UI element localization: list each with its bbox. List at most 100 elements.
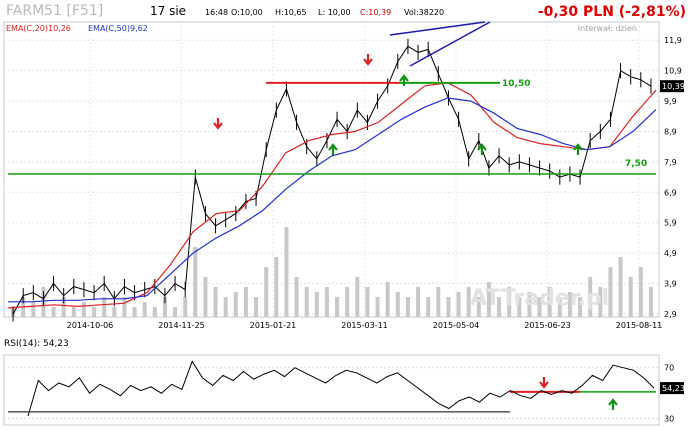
- y-tick-label: 7,9: [664, 158, 677, 167]
- volume-bar: [375, 297, 380, 317]
- rsi-current-box: [660, 382, 684, 395]
- volume-bar: [173, 307, 178, 317]
- x-tick-label: 2015-08-11: [616, 321, 663, 330]
- volume-bar: [122, 297, 127, 317]
- rsi-tick-label: 30: [664, 415, 674, 424]
- upper-trendline: [389, 21, 486, 36]
- time-label: 16:48: [205, 8, 228, 17]
- x-axis: 2014-10-06 2014-11-25 2015-01-21 2015-03-11…: [67, 321, 663, 330]
- volume-bar: [71, 307, 76, 317]
- rsi-current-label: 54,23: [662, 384, 685, 393]
- y-tick-label: 8,9: [664, 127, 677, 136]
- volume-bar: [405, 297, 410, 317]
- rsi-panel-frame: [3, 354, 660, 426]
- volume-bar: [243, 287, 248, 317]
- ema50-legend: EMA(C,50)9,62: [88, 24, 148, 33]
- annotations: 10,50 7,50: [8, 21, 656, 175]
- x-tick-label: 2015-03-11: [341, 321, 388, 330]
- x-tick-label: 2015-05-04: [433, 321, 480, 330]
- x-tick-label: 2014-10-06: [67, 321, 114, 330]
- volume-bar: [547, 287, 552, 317]
- volume-bar: [223, 297, 228, 317]
- y-tick-label: 6,9: [664, 188, 677, 197]
- volume-bar: [102, 297, 107, 317]
- volume-bar: [112, 307, 117, 317]
- ema50-line: [8, 97, 657, 303]
- volume-bar: [233, 292, 238, 317]
- volume-bar: [486, 282, 491, 317]
- volume-bar: [264, 267, 269, 317]
- rsi-line: [27, 360, 655, 417]
- volume-bar: [456, 292, 461, 317]
- volume-bar: [213, 287, 218, 317]
- watermark: ATTrader.pl: [470, 286, 609, 311]
- price-line: [12, 45, 652, 315]
- low-label: L: 10,00: [318, 8, 351, 17]
- volume-bar: [284, 227, 289, 317]
- volume-bar: [578, 297, 583, 317]
- buy-arrow-icon: [477, 143, 487, 155]
- rsi-tick-label: 70: [664, 364, 674, 373]
- volume-bar: [517, 297, 522, 317]
- high-label: H:10,65: [275, 8, 307, 17]
- volume-bar: [385, 282, 390, 317]
- volume-bar: [294, 277, 299, 317]
- volume-bar: [507, 287, 512, 317]
- y-tick-label: 10,9: [664, 67, 682, 76]
- volume-bar: [537, 297, 542, 317]
- volume-bar: [304, 287, 309, 317]
- price-lines: [7, 38, 657, 322]
- volume-bar: [355, 277, 360, 317]
- price-panel-frame: [3, 21, 660, 318]
- buy-arrow-icon: [399, 74, 409, 86]
- volume-bar: [324, 287, 329, 317]
- y-tick-label: 2,9: [664, 310, 677, 319]
- volume-bar: [142, 302, 147, 317]
- y-tick-label: 3,9: [664, 280, 677, 289]
- volume-bar: [628, 277, 633, 317]
- volume-bar: [567, 292, 572, 317]
- volume-bar: [527, 292, 532, 317]
- volume-label: Vol:38220: [404, 8, 444, 17]
- volume-bar: [314, 292, 319, 317]
- ticker-label: FARM51 [F51]: [6, 3, 103, 19]
- current-price-label: 10,39: [662, 82, 685, 91]
- volume-bar: [254, 297, 259, 317]
- volume-bar: [335, 297, 340, 317]
- volume-bar: [183, 297, 188, 317]
- volume-bar: [274, 257, 279, 317]
- x-tick-label: 2015-01-21: [250, 321, 297, 330]
- close-label: C:10,39: [360, 8, 391, 17]
- buy-arrow-icon: [328, 143, 338, 155]
- volume-bar: [608, 267, 613, 317]
- y-tick-label: 9,9: [664, 97, 677, 106]
- volume-bar: [81, 302, 86, 317]
- volume-bar: [345, 287, 350, 317]
- sell-arrow-icon: [363, 54, 373, 66]
- interval-label: Interwał: dzień: [578, 24, 637, 33]
- volume-bar: [51, 307, 56, 317]
- volume-bar: [395, 292, 400, 317]
- resistance-label: 10,50: [502, 79, 530, 89]
- volume-bar: [446, 297, 451, 317]
- rsi-lines: [8, 360, 656, 417]
- y-axis: 2,9 3,9 4,9 5,9 6,9 7,9 8,9 9,9 10,9 11,9 10,39: [660, 36, 685, 319]
- current-price-box: [660, 80, 684, 93]
- volume-bar: [426, 297, 431, 317]
- volume-bar: [618, 257, 623, 317]
- sell-arrow-icon: [213, 118, 223, 130]
- rsi-grid: [4, 367, 659, 420]
- rsi-buy-arrow-icon: [608, 398, 618, 410]
- ema20-legend: EMA(C,20)10,26: [6, 24, 71, 33]
- volume-bar: [598, 287, 603, 317]
- volume-bar: [466, 287, 471, 317]
- y-tick-label: 11,9: [664, 36, 682, 45]
- rsi-axis: 70 30 54,23: [660, 364, 685, 424]
- volume-bar: [132, 307, 137, 317]
- volume-bar: [31, 302, 36, 317]
- volume-bar: [152, 307, 157, 317]
- volume-bar: [92, 307, 97, 317]
- volume-bar: [61, 297, 66, 317]
- volume-bar: [588, 277, 593, 317]
